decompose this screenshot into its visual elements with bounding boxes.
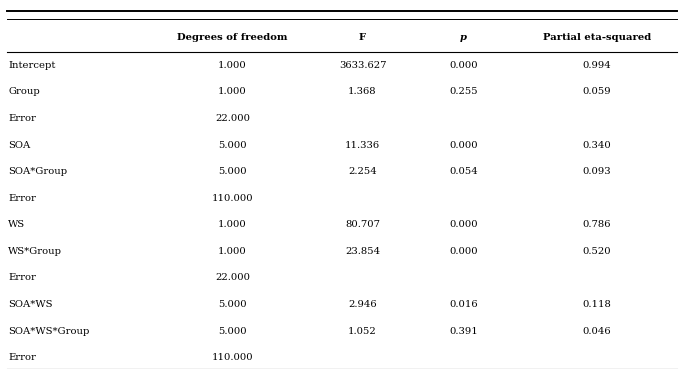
Text: 1.000: 1.000 bbox=[218, 61, 247, 70]
Text: Error: Error bbox=[8, 353, 36, 362]
Text: WS*Group: WS*Group bbox=[8, 247, 62, 256]
Text: 0.340: 0.340 bbox=[582, 141, 611, 149]
Text: 0.000: 0.000 bbox=[449, 220, 477, 229]
Text: WS: WS bbox=[8, 220, 25, 229]
Text: 11.336: 11.336 bbox=[345, 141, 380, 149]
Text: 0.000: 0.000 bbox=[449, 247, 477, 256]
Text: Degrees of freedom: Degrees of freedom bbox=[177, 33, 288, 42]
Text: 22.000: 22.000 bbox=[215, 114, 250, 123]
Text: 1.000: 1.000 bbox=[218, 220, 247, 229]
Text: Error: Error bbox=[8, 114, 36, 123]
Text: 23.854: 23.854 bbox=[345, 247, 380, 256]
Text: 110.000: 110.000 bbox=[212, 353, 253, 362]
Text: 0.118: 0.118 bbox=[582, 300, 611, 309]
Text: 0.059: 0.059 bbox=[583, 87, 611, 96]
Text: 5.000: 5.000 bbox=[218, 327, 247, 335]
Text: Intercept: Intercept bbox=[8, 61, 55, 70]
Text: 5.000: 5.000 bbox=[218, 141, 247, 149]
Text: 5.000: 5.000 bbox=[218, 167, 247, 176]
Text: 0.054: 0.054 bbox=[449, 167, 478, 176]
Text: 0.391: 0.391 bbox=[449, 327, 478, 335]
Text: 0.000: 0.000 bbox=[449, 141, 477, 149]
Text: 0.016: 0.016 bbox=[449, 300, 477, 309]
Text: 22.000: 22.000 bbox=[215, 273, 250, 282]
Text: SOA*WS*Group: SOA*WS*Group bbox=[8, 327, 90, 335]
Text: Group: Group bbox=[8, 87, 40, 96]
Text: 0.786: 0.786 bbox=[583, 220, 611, 229]
Text: 0.093: 0.093 bbox=[583, 167, 611, 176]
Text: p: p bbox=[460, 33, 467, 42]
Text: 0.255: 0.255 bbox=[449, 87, 477, 96]
Text: 110.000: 110.000 bbox=[212, 194, 253, 203]
Text: Error: Error bbox=[8, 273, 36, 282]
Text: Partial eta-squared: Partial eta-squared bbox=[542, 33, 651, 42]
Text: 1.000: 1.000 bbox=[218, 247, 247, 256]
Text: 80.707: 80.707 bbox=[345, 220, 380, 229]
Text: 1.000: 1.000 bbox=[218, 87, 247, 96]
Text: Error: Error bbox=[8, 194, 36, 203]
Text: 1.052: 1.052 bbox=[348, 327, 377, 335]
Text: 1.368: 1.368 bbox=[348, 87, 377, 96]
Text: 3633.627: 3633.627 bbox=[339, 61, 386, 70]
Text: SOA: SOA bbox=[8, 141, 31, 149]
Text: 0.520: 0.520 bbox=[583, 247, 611, 256]
Text: F: F bbox=[359, 33, 366, 42]
Text: 0.000: 0.000 bbox=[449, 61, 477, 70]
Text: SOA*WS: SOA*WS bbox=[8, 300, 53, 309]
Text: 0.994: 0.994 bbox=[582, 61, 611, 70]
Text: 0.046: 0.046 bbox=[583, 327, 611, 335]
Text: 2.946: 2.946 bbox=[348, 300, 377, 309]
Text: 5.000: 5.000 bbox=[218, 300, 247, 309]
Text: 2.254: 2.254 bbox=[348, 167, 377, 176]
Text: SOA*Group: SOA*Group bbox=[8, 167, 67, 176]
